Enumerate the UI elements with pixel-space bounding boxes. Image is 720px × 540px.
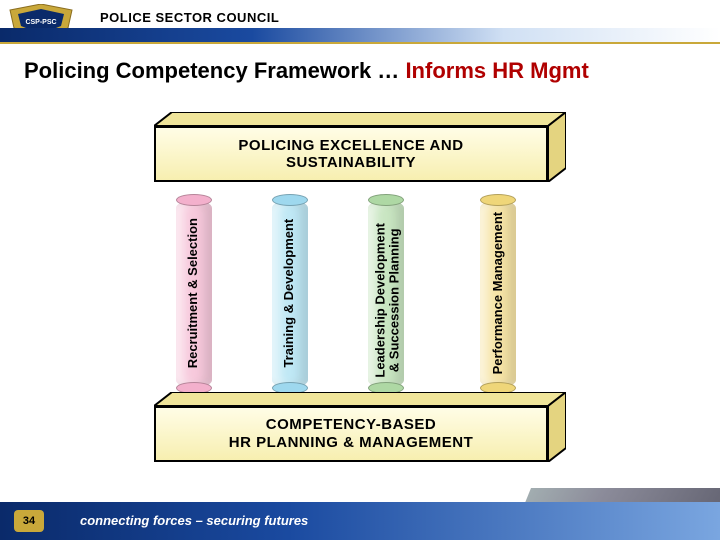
pillar-recruitment: Recruitment & Selection — [170, 184, 218, 404]
base-slab-label: COMPETENCY-BASED HR PLANNING & MANAGEMEN… — [154, 406, 548, 462]
footer-tagline: connecting forces – securing futures — [80, 513, 308, 528]
pillar-training: Training & Development — [266, 184, 314, 404]
base-slab-top-face — [154, 392, 566, 406]
header-gold-rule — [0, 42, 720, 44]
pillar-label: Performance Management — [491, 193, 505, 393]
title-highlight: Informs HR Mgmt — [405, 58, 588, 83]
org-name: POLICE SECTOR COUNCIL — [100, 10, 279, 25]
top-slab: POLICING EXCELLENCE AND SUSTAINABILITY — [154, 112, 566, 182]
pillar-performance: Performance Management — [474, 184, 522, 404]
top-slab-top-face — [154, 112, 566, 126]
top-slab-label: POLICING EXCELLENCE AND SUSTAINABILITY — [154, 126, 548, 182]
title-main: Policing Competency Framework … — [24, 58, 405, 83]
svg-text:CSP-PSC: CSP-PSC — [25, 19, 56, 26]
header: CSP-PSC POLICE SECTOR COUNCIL — [0, 0, 720, 48]
page-number: 34 — [14, 510, 44, 532]
footer: 34 connecting forces – securing futures — [0, 496, 720, 540]
pillar-label: Training & Development — [282, 193, 296, 393]
pillars: Recruitment & Selection Training & Devel… — [170, 184, 550, 404]
pillar-leadership: Leadership Development & Succession Plan… — [362, 184, 410, 404]
pillar-label: Leadership Development & Succession Plan… — [374, 200, 403, 400]
slide-title: Policing Competency Framework … Informs … — [24, 58, 704, 84]
base-slab: COMPETENCY-BASED HR PLANNING & MANAGEMEN… — [154, 392, 566, 462]
base-slab-side-face — [548, 392, 566, 462]
framework-diagram: POLICING EXCELLENCE AND SUSTAINABILITY R… — [130, 112, 590, 482]
header-gradient-band — [0, 28, 720, 42]
pillar-label: Recruitment & Selection — [186, 193, 200, 393]
top-slab-side-face — [548, 112, 566, 182]
